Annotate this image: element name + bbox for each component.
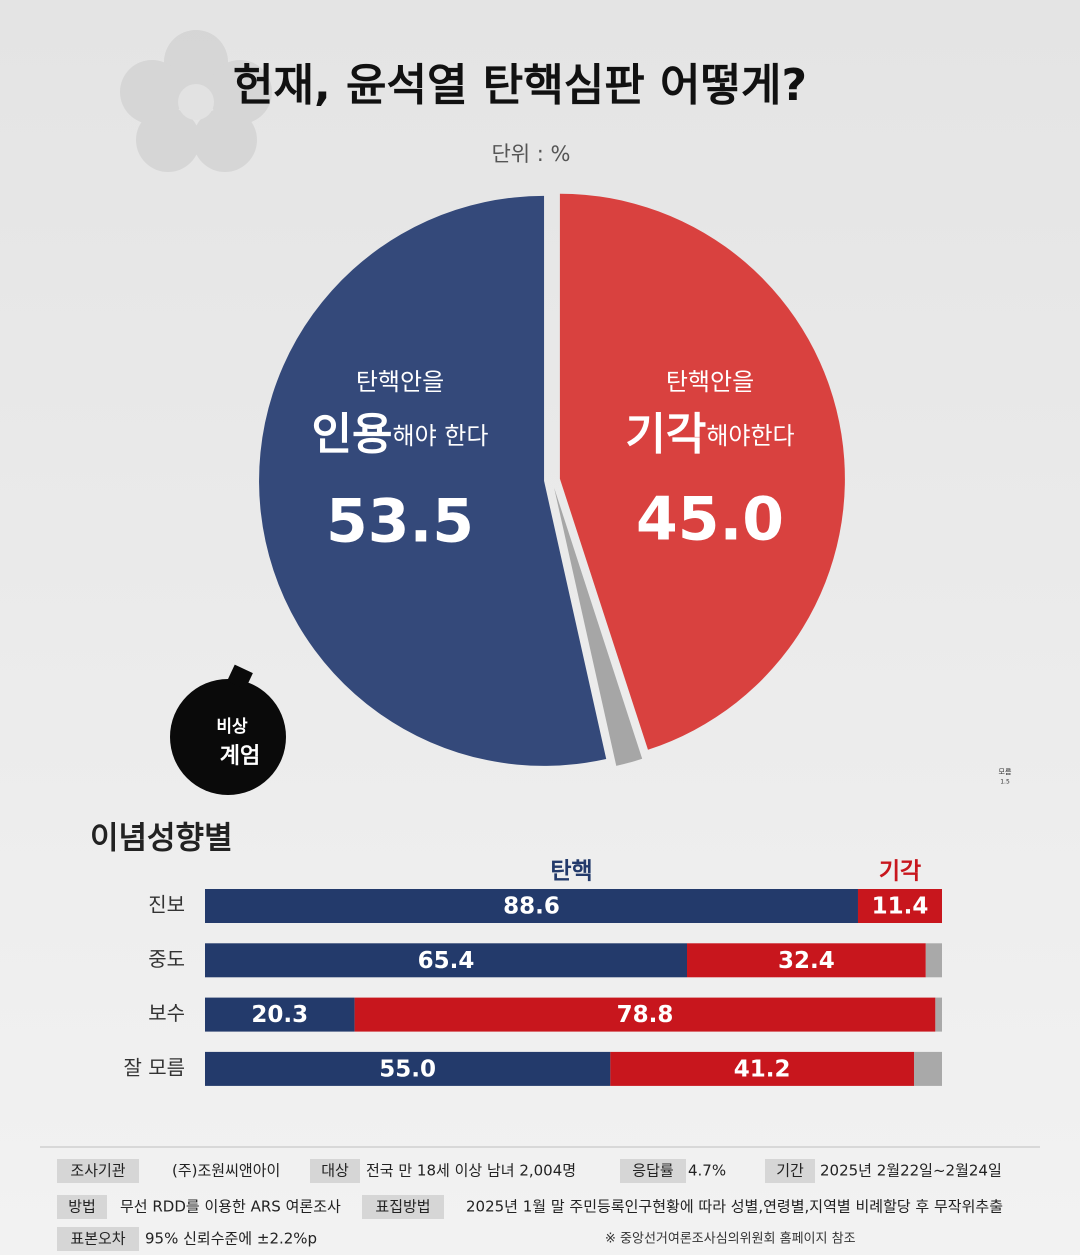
slice-key: 기각 <box>625 409 706 460</box>
y-tick-label: 보수 <box>148 1001 185 1025</box>
footer-label-box <box>57 1195 107 1219</box>
footer-label-box <box>310 1159 360 1183</box>
chart-title: 헌재, 윤석열 탄핵심판 어떻게? <box>233 60 807 111</box>
footer-text: 2025년 2월22일~2월24일 <box>820 1162 1002 1180</box>
slice-prefix: 탄핵안을 <box>356 368 444 396</box>
footer-text: 전국 만 18세 이상 남녀 2,004명 <box>366 1162 576 1180</box>
footer-note: ※ 중앙선거여론조사심의위원회 홈페이지 참조 <box>605 1232 856 1247</box>
footer-label: 방법 <box>68 1198 96 1216</box>
slice-value: 1.5 <box>1000 779 1010 786</box>
footer-label: 조사기관 <box>70 1162 125 1180</box>
bar-value: 88.6 <box>503 894 560 920</box>
footer-label-box <box>765 1159 815 1183</box>
slice-suffix: 해야 한다 <box>393 422 489 450</box>
chart-title: 이념성향별 <box>90 821 233 857</box>
footer-label-box <box>57 1227 139 1251</box>
bar-segment <box>205 943 687 978</box>
annotation: 계엄 <box>220 744 260 769</box>
bar-value: 41.2 <box>734 1056 791 1082</box>
bar-value: 20.3 <box>251 1002 308 1028</box>
footer-label-box <box>620 1159 686 1183</box>
footer-label: 표집방법 <box>375 1198 430 1216</box>
bar-segment <box>354 997 936 1032</box>
bar-segment <box>610 1051 914 1086</box>
bar-segment <box>205 889 858 923</box>
bar-segment <box>925 943 942 978</box>
footer-label: 응답률 <box>632 1162 674 1180</box>
slice-suffix: 해야한다 <box>706 422 794 450</box>
footer-label-box <box>362 1195 444 1219</box>
annotation: 비상 <box>216 717 248 737</box>
footer-text: 2025년 1월 말 주민등록인구현황에 따라 성별,연령별,지역별 비례할당 … <box>466 1198 1003 1216</box>
footer-label: 기간 <box>776 1162 804 1180</box>
bomb-cap <box>227 664 253 690</box>
footer-label-box <box>57 1159 139 1183</box>
bar-value: 11.4 <box>872 894 929 920</box>
slice-prefix: 탄핵안을 <box>666 368 754 396</box>
bomb <box>170 679 286 795</box>
bar-value: 55.0 <box>379 1056 436 1082</box>
bar-segment <box>935 997 942 1032</box>
y-tick-label: 중도 <box>148 947 185 971</box>
bar-value: 65.4 <box>418 948 475 974</box>
y-tick-label: 진보 <box>148 893 185 917</box>
bar-segment <box>857 889 942 923</box>
footer-text: 무선 RDD를 이용한 ARS 여론조사 <box>120 1198 341 1216</box>
bar-segment <box>686 943 926 978</box>
y-tick-label: 잘 모름 <box>123 1055 185 1079</box>
footer-text: 4.7% <box>688 1162 726 1180</box>
footer-label: 대상 <box>321 1162 349 1180</box>
slice-label: 인용해야 한다 <box>312 409 489 460</box>
bar-segment <box>205 997 355 1032</box>
chart-subtitle: 단위 : % <box>491 142 570 166</box>
legend-label: 탄핵 <box>550 859 592 885</box>
bar-value: 78.8 <box>617 1002 674 1028</box>
footer-text: (주)조원씨앤아이 <box>172 1162 280 1180</box>
slice-value: 45.0 <box>636 485 784 555</box>
pie-slice <box>554 487 643 766</box>
slice-label: 모름 <box>999 768 1012 776</box>
emblem <box>120 30 272 172</box>
footer-text: 95% 신뢰수준에 ±2.2%p <box>145 1230 317 1248</box>
bar-segment <box>913 1051 942 1086</box>
pie-slice <box>259 195 607 766</box>
pie-slice <box>559 193 845 750</box>
legend-label: 기각 <box>879 859 921 885</box>
bar-segment <box>205 1051 611 1086</box>
slice-label: 기각해야한다 <box>625 409 794 460</box>
bar-value: 32.4 <box>778 948 835 974</box>
slice-key: 인용 <box>312 409 393 460</box>
slice-value: 53.5 <box>326 487 474 557</box>
footer-label: 표본오차 <box>70 1230 125 1248</box>
